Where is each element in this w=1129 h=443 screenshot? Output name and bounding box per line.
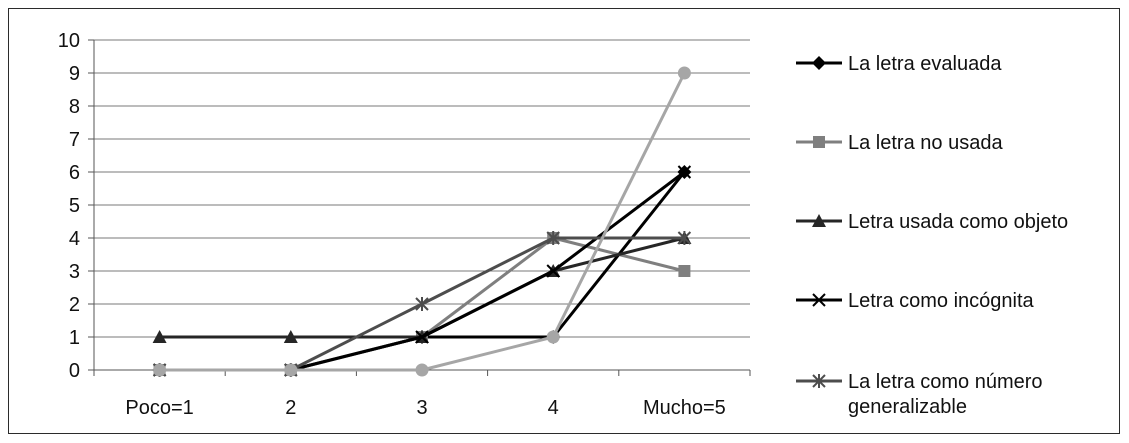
axes bbox=[88, 39, 751, 376]
legend-label-line: generalizable bbox=[848, 396, 967, 418]
series-3 bbox=[152, 231, 692, 343]
x-tick-label: 3 bbox=[416, 397, 427, 419]
y-tick-label: 4 bbox=[69, 228, 80, 250]
legend-item: Letra como incógnita bbox=[796, 290, 1035, 312]
data-point bbox=[678, 265, 691, 277]
legend-label: La letra evaluada bbox=[848, 53, 1002, 75]
legend-label: Letra usada como objeto bbox=[848, 211, 1068, 233]
series-6 bbox=[153, 66, 691, 377]
data-point bbox=[677, 231, 692, 245]
y-tick-label: 5 bbox=[69, 195, 80, 217]
legend: La letra evaluada La letra no usada Letra … bbox=[796, 53, 1068, 418]
data-point bbox=[546, 330, 560, 344]
y-tick-label: 1 bbox=[69, 327, 80, 349]
legend-marker bbox=[812, 293, 826, 307]
data-point bbox=[546, 231, 560, 245]
x-tick-label: Mucho=5 bbox=[643, 397, 726, 419]
data-point bbox=[415, 363, 429, 377]
y-tick-label: 10 bbox=[58, 30, 80, 52]
data-point bbox=[284, 363, 298, 377]
y-tick-label: 6 bbox=[69, 162, 80, 184]
data-point bbox=[546, 264, 560, 278]
y-tick-label: 7 bbox=[69, 129, 80, 151]
x-tick-label: 2 bbox=[285, 397, 296, 419]
data-point bbox=[152, 330, 167, 343]
series-lines bbox=[152, 66, 692, 377]
legend-label-line: La letra como número bbox=[848, 371, 1043, 393]
legend-item: La letra evaluada bbox=[796, 53, 1002, 75]
y-tick-label: 3 bbox=[69, 261, 80, 283]
legend-item: La letra como número generalizable bbox=[796, 371, 1043, 418]
legend-item: Letra usada como objeto bbox=[796, 211, 1068, 233]
data-point bbox=[415, 330, 429, 344]
legend-marker bbox=[812, 374, 826, 388]
data-point bbox=[153, 363, 167, 377]
legend-label: La letra como número generalizable bbox=[848, 371, 1043, 418]
x-tick-label: Poco=1 bbox=[125, 397, 193, 419]
data-point bbox=[677, 66, 691, 80]
legend-marker bbox=[813, 136, 825, 148]
legend-label: Letra como incógnita bbox=[848, 290, 1035, 312]
x-tick-label: 4 bbox=[548, 397, 559, 419]
data-point bbox=[677, 165, 692, 179]
series-line bbox=[159, 72, 686, 372]
chart-frame bbox=[8, 8, 1120, 434]
series-line bbox=[159, 236, 685, 339]
y-tick-labels: 0 1 2 3 4 5 6 7 8 9 10 bbox=[58, 30, 80, 382]
legend-item: La letra no usada bbox=[796, 132, 1003, 154]
y-tick-label: 9 bbox=[69, 63, 80, 85]
data-point bbox=[283, 330, 298, 343]
grid-lines bbox=[94, 39, 750, 338]
y-tick-label: 0 bbox=[69, 360, 80, 382]
legend-marker bbox=[812, 214, 826, 227]
x-tick-labels: Poco=1 2 3 4 Mucho=5 bbox=[125, 397, 725, 419]
y-tick-label: 8 bbox=[69, 96, 80, 118]
y-tick-label: 2 bbox=[69, 294, 80, 316]
legend-marker bbox=[812, 56, 826, 70]
data-point bbox=[415, 297, 429, 311]
legend-label: La letra no usada bbox=[848, 132, 1003, 154]
